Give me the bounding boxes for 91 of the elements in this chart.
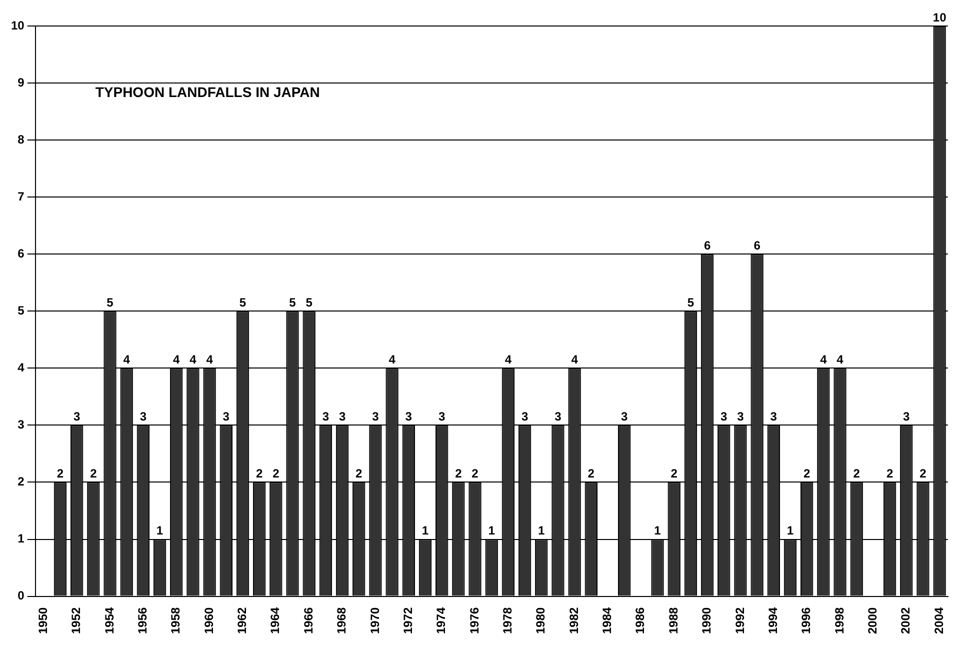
y-tick-label: 5 bbox=[18, 303, 25, 318]
x-tick-label: 1956 bbox=[136, 606, 150, 634]
x-tick-label: 1986 bbox=[633, 606, 648, 634]
data-label: 3 bbox=[903, 410, 910, 424]
x-tick-label: 1994 bbox=[766, 606, 780, 634]
data-label: 4 bbox=[123, 352, 130, 366]
data-label: 3 bbox=[140, 410, 147, 424]
data-label: 10 bbox=[932, 10, 947, 24]
x-tick-label: 2004 bbox=[932, 606, 946, 634]
text: TYPHOON LANDFALLS IN JAPAN bbox=[95, 84, 320, 100]
data-label: 2 bbox=[455, 466, 462, 481]
data-label: 1 bbox=[538, 524, 546, 538]
data-label: 3 bbox=[620, 410, 628, 424]
y-tick-label: 6 bbox=[18, 246, 25, 260]
data-label: 3 bbox=[554, 410, 562, 424]
data-label: 4 bbox=[388, 352, 396, 366]
x-tick-label: 1970 bbox=[368, 606, 382, 634]
data-label: 5 bbox=[687, 295, 694, 310]
data-label: 3 bbox=[405, 410, 412, 424]
data-label: 3 bbox=[222, 410, 230, 424]
x-tick-label: 1954 bbox=[102, 606, 116, 634]
data-label: 5 bbox=[289, 295, 296, 310]
y-tick-label: 4 bbox=[18, 360, 25, 374]
data-label: 3 bbox=[338, 410, 346, 424]
data-label: 1 bbox=[654, 524, 662, 538]
data-label: 4 bbox=[504, 352, 512, 366]
y-tick-label: 1 bbox=[18, 532, 25, 546]
x-tick-label: 1964 bbox=[268, 606, 282, 634]
y-tick-label: 2 bbox=[18, 474, 25, 489]
y-tick-label: 10 bbox=[10, 18, 25, 32]
y-tick-label: 8 bbox=[18, 132, 25, 146]
data-label: 3 bbox=[521, 410, 528, 424]
data-label: 3 bbox=[73, 410, 80, 424]
x-tick-label: 1990 bbox=[700, 606, 714, 634]
data-label: 3 bbox=[720, 410, 728, 424]
data-label: 2 bbox=[853, 466, 860, 481]
data-label: 4 bbox=[820, 352, 828, 366]
x-tick-label: 1980 bbox=[534, 606, 548, 634]
data-label: 4 bbox=[836, 352, 844, 366]
x-tick-label: 2000 bbox=[866, 606, 880, 634]
data-label: 1 bbox=[422, 524, 429, 538]
data-label: 1 bbox=[156, 524, 164, 538]
data-label: 2 bbox=[920, 466, 927, 481]
data-label: 4 bbox=[190, 352, 197, 366]
data-label: 5 bbox=[106, 295, 114, 310]
data-label: 1 bbox=[786, 524, 794, 538]
x-tick-label: 1976 bbox=[467, 606, 482, 634]
x-tick-label: 1984 bbox=[600, 606, 614, 634]
data-label: 3 bbox=[438, 410, 446, 424]
data-label: 4 bbox=[571, 352, 578, 366]
data-label: 3 bbox=[770, 410, 778, 424]
x-tick-label: 1998 bbox=[832, 606, 846, 634]
data-label: 5 bbox=[306, 295, 313, 310]
x-tick-label: 1960 bbox=[202, 606, 216, 634]
data-label: 2 bbox=[90, 466, 98, 481]
x-tick-label: 1950 bbox=[36, 606, 50, 634]
data-label: 4 bbox=[206, 352, 214, 366]
x-tick-label: 1982 bbox=[566, 606, 581, 634]
y-tick-label: 3 bbox=[18, 418, 25, 432]
y-tick-label: 9 bbox=[18, 75, 25, 90]
data-label: 2 bbox=[256, 466, 263, 481]
data-label: 2 bbox=[272, 466, 280, 481]
y-tick-label: 0 bbox=[18, 588, 25, 603]
x-tick-label: 2002 bbox=[898, 606, 913, 634]
data-label: 3 bbox=[322, 410, 330, 424]
x-tick-label: 1958 bbox=[168, 606, 183, 634]
x-tick-label: 1974 bbox=[434, 606, 448, 634]
data-label: 4 bbox=[173, 352, 180, 366]
data-label: 3 bbox=[737, 410, 744, 424]
x-tick-label: 1978 bbox=[500, 606, 515, 634]
data-label: 5 bbox=[239, 295, 246, 310]
data-label: 1 bbox=[488, 524, 496, 538]
x-tick-label: 1968 bbox=[334, 606, 349, 634]
x-tick-label: 1952 bbox=[69, 606, 84, 634]
data-label: 3 bbox=[372, 410, 380, 424]
data-label: 6 bbox=[754, 238, 761, 252]
x-tick-label: 1966 bbox=[301, 606, 316, 634]
data-label: 2 bbox=[588, 466, 595, 481]
data-label: 2 bbox=[356, 466, 363, 481]
x-tick-label: 1962 bbox=[235, 606, 250, 634]
data-label: 2 bbox=[670, 466, 678, 481]
x-tick-label: 1996 bbox=[799, 606, 814, 634]
x-tick-label: 1972 bbox=[400, 606, 415, 634]
data-label: 2 bbox=[886, 466, 894, 481]
y-tick-label: 7 bbox=[18, 189, 25, 204]
data-label: 2 bbox=[803, 466, 810, 481]
x-tick-label: 1988 bbox=[666, 606, 680, 634]
x-tick-label: 1992 bbox=[732, 606, 747, 634]
data-label: 2 bbox=[56, 466, 64, 481]
data-label: 2 bbox=[472, 466, 479, 481]
data-label: 6 bbox=[704, 238, 711, 252]
